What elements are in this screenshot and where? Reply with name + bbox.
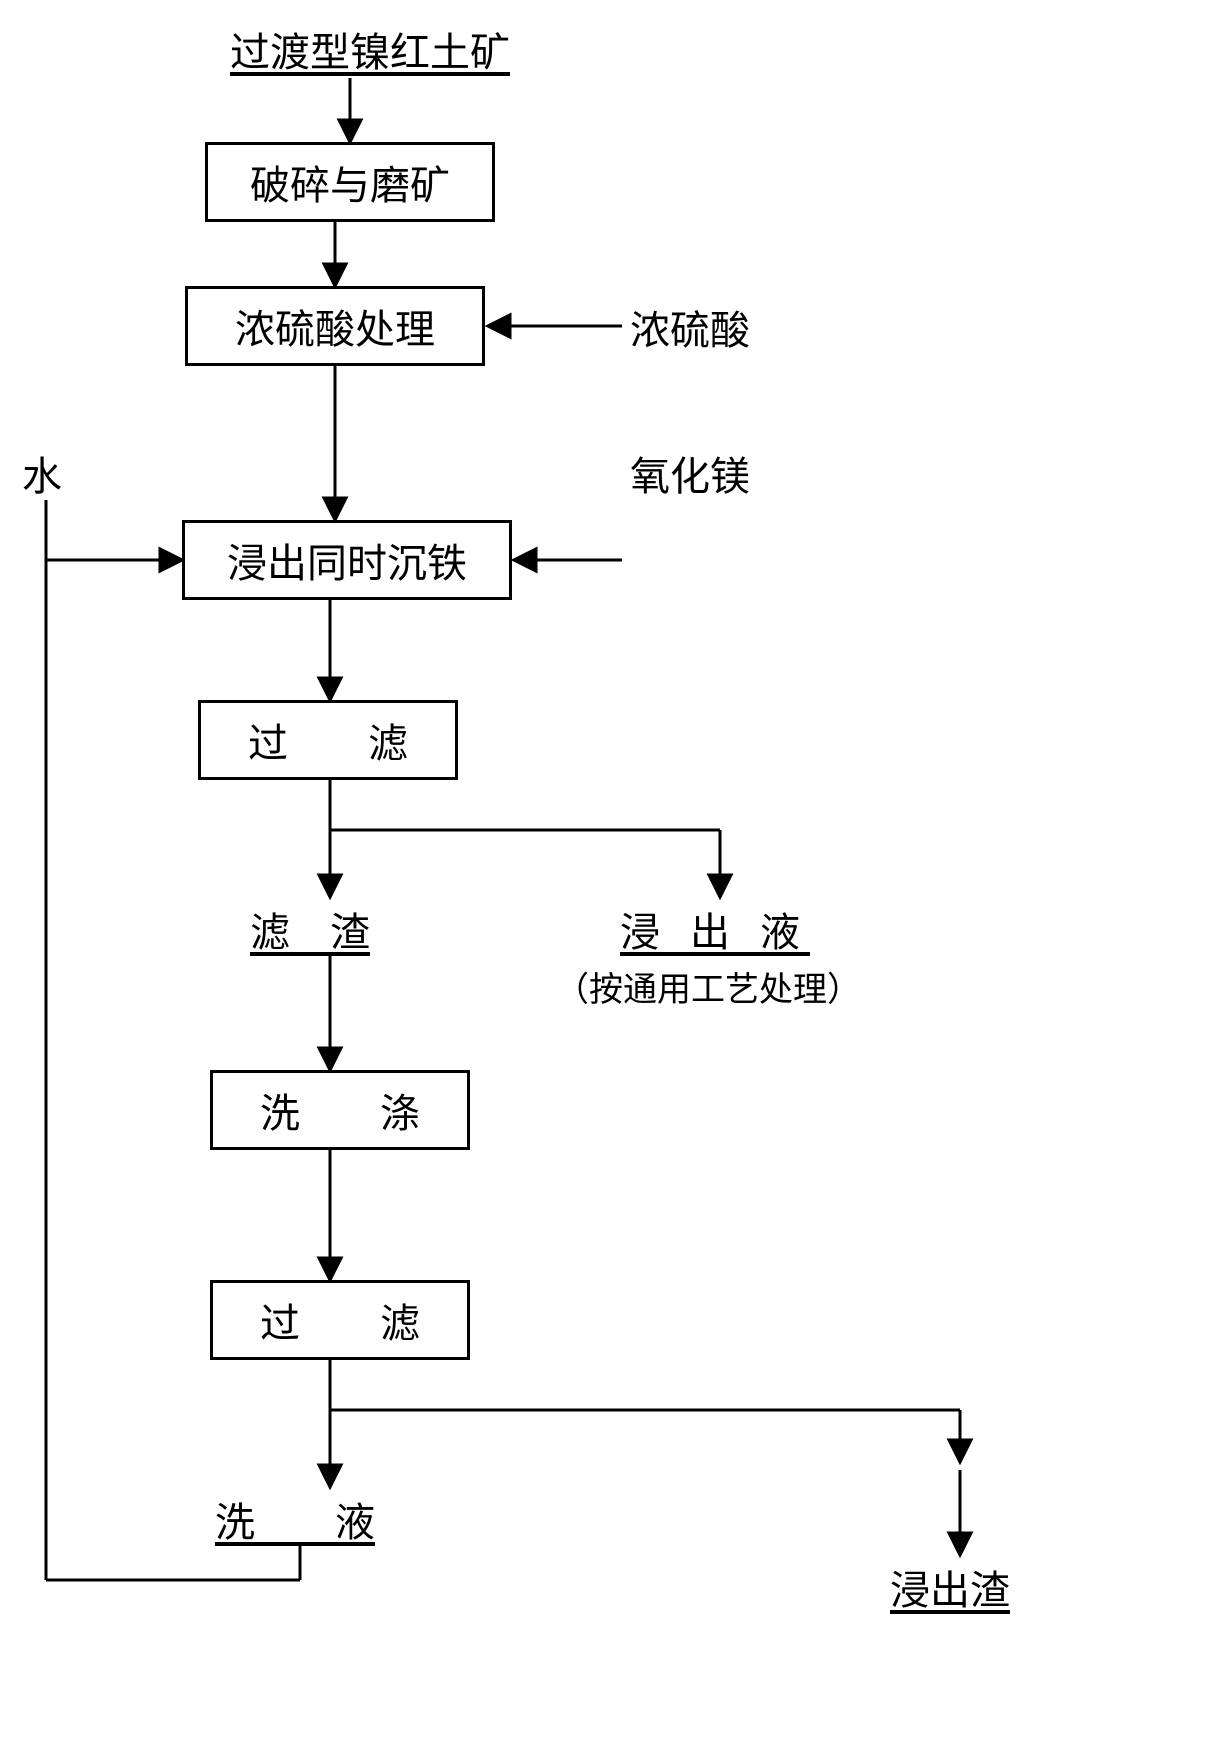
- label-water: 水: [22, 444, 62, 502]
- label-leach-liquid-note: （按通用工艺处理）: [555, 962, 861, 1011]
- box-crush-text: 破碎与磨矿: [250, 153, 450, 211]
- flow-arrows: [0, 0, 1224, 1760]
- label-leach-liquid: 浸 出 液: [620, 900, 810, 958]
- box-wash-text: 洗 涤: [260, 1081, 420, 1139]
- label-mgo: 氧化镁: [630, 444, 750, 502]
- box-filter1: 过 滤: [198, 700, 458, 780]
- label-leach-residue: 浸出渣: [890, 1558, 1010, 1616]
- label-acid: 浓硫酸: [630, 298, 750, 356]
- input-ore-label: 过渡型镍红土矿: [230, 20, 510, 78]
- box-crush: 破碎与磨矿: [205, 142, 495, 222]
- flowchart-canvas: 过渡型镍红土矿 破碎与磨矿 浓硫酸处理 浓硫酸 水 氧化镁 浸出同时沉铁 过 滤…: [0, 0, 1224, 1760]
- box-leach-iron-text: 浸出同时沉铁: [227, 531, 467, 589]
- box-acid-treat: 浓硫酸处理: [185, 286, 485, 366]
- box-acid-treat-text: 浓硫酸处理: [235, 297, 435, 355]
- box-filter2-text: 过 滤: [260, 1291, 420, 1349]
- label-filter-residue: 滤 渣: [250, 900, 370, 958]
- box-filter1-text: 过 滤: [248, 711, 408, 769]
- box-leach-iron: 浸出同时沉铁: [182, 520, 512, 600]
- box-filter2: 过 滤: [210, 1280, 470, 1360]
- label-wash-liquid: 洗 液: [215, 1490, 375, 1548]
- box-wash: 洗 涤: [210, 1070, 470, 1150]
